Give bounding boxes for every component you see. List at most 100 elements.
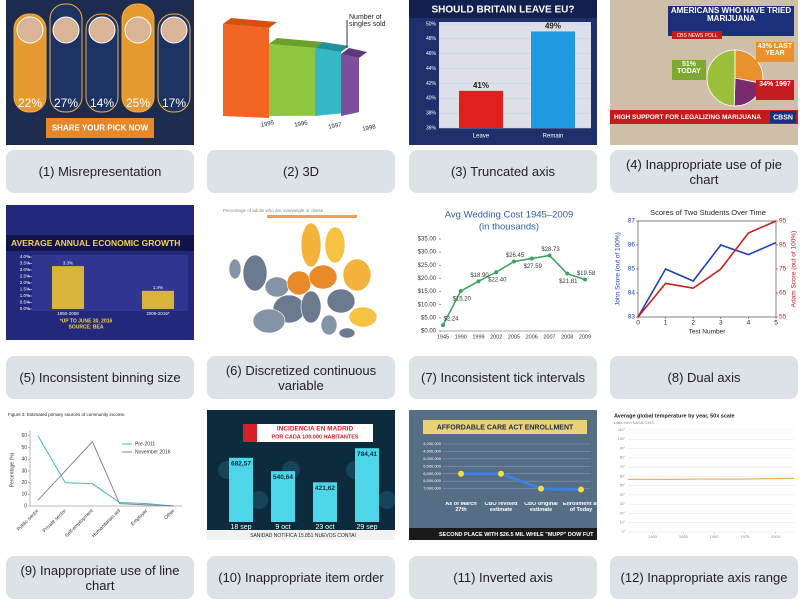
y-tick-label: 3.5% — [20, 261, 30, 266]
y-tick-label: 84 — [628, 290, 636, 297]
caption: (6) Discretized continuous variable — [207, 356, 395, 399]
x-tick-label: Enrollment as of Today — [562, 502, 597, 513]
y2-axis-label: Adam Score (out of 100%) — [791, 231, 798, 308]
y-tick-label: 95 — [779, 218, 787, 225]
percent-label: 17% — [162, 96, 186, 110]
country-region — [324, 226, 346, 264]
x-tick-label-box: CBO original estimate — [524, 502, 558, 513]
thumbnail: AMERICANS WHO HAVE TRIED MARIJUANA CBS NE… — [610, 0, 798, 145]
x-tick-label: 2006 — [526, 334, 538, 340]
y-tick-label: 2.0% — [20, 280, 30, 285]
caption: (3) Truncated axis — [409, 150, 597, 193]
thumbnail: Figure 3. Estimated primary sources of c… — [6, 410, 194, 540]
value-label: 3.3% — [63, 260, 73, 265]
chart-title: AMERICANS WHO HAVE TRIED MARIJUANA — [670, 7, 792, 24]
bar — [313, 482, 337, 522]
x-tick-label: 1998 — [362, 124, 377, 133]
y-axis-label: John Score (out of 100%) — [615, 232, 622, 306]
x-tick-label: 2 — [691, 320, 695, 327]
x-tick-label: 4 — [747, 320, 751, 327]
x-tick-label: 2009-2016* — [146, 311, 170, 316]
value-label: $27.59 — [524, 264, 543, 270]
series-line — [637, 241, 777, 318]
header — [6, 235, 194, 251]
country-region — [242, 254, 268, 292]
y-tick-label: 90° — [620, 446, 626, 450]
chart-title: Scores of Two Students Over Time — [650, 208, 766, 217]
point — [547, 253, 552, 258]
logo-box — [770, 111, 796, 123]
y-tick-label: 65 — [779, 290, 787, 297]
point — [476, 279, 481, 284]
legend-label: Pre-2011 — [135, 441, 155, 447]
bar — [355, 448, 379, 522]
value-label: $21.81 — [559, 279, 578, 285]
y-tick-label: 86 — [628, 242, 636, 249]
y-tick-label: $5.00 — [421, 315, 437, 321]
chart-title: INCIDENCIA EN MADRID — [277, 426, 354, 433]
y-tick-label: 5,000,000 — [423, 456, 442, 461]
footnote: SOURCE: BEA — [68, 324, 103, 330]
background — [610, 205, 798, 340]
bar-3d-front — [223, 24, 269, 118]
background — [6, 410, 194, 540]
pie-label-box — [672, 60, 706, 80]
caption: (1) Misrepresentation — [6, 150, 194, 193]
footnote: *UP TO JUNE 30, 2016 — [60, 318, 113, 324]
country-region — [348, 306, 378, 328]
point — [565, 271, 570, 276]
x-tick-label: 2007 — [543, 334, 555, 340]
thumbnail: Average global temperature by year, 50x … — [610, 410, 798, 540]
virus-decoration — [250, 491, 268, 509]
thumbnail: Scores of Two Students Over Time 83 84 85 86… — [610, 205, 798, 340]
y-tick-label: 50 — [21, 445, 27, 451]
bar-3d-top — [341, 48, 367, 58]
x-tick-label: 1 — [664, 320, 668, 327]
y-tick-label: 0.5% — [20, 300, 30, 305]
background — [610, 410, 798, 540]
bar-3d-front — [269, 44, 315, 116]
x-tick-label: CBO original estimate — [524, 502, 558, 513]
pie-label-box: 51% TODAY — [677, 61, 701, 75]
y-tick-label: $10.00 — [418, 302, 437, 308]
x-tick-label: 1900 — [648, 534, 658, 539]
thumbnail: SHOULD BRITAIN LEAVE EU? 36% 38% 40% 42% 44% 4… — [409, 0, 597, 145]
logo: CBSN — [773, 114, 793, 121]
x-tick-label: 2008 — [561, 334, 573, 340]
x-tick-label: As of March 27th — [445, 502, 477, 513]
portrait — [16, 16, 44, 44]
caption: (2) 3D — [207, 150, 395, 193]
ticker-bar — [207, 530, 395, 540]
title-bar — [409, 0, 597, 18]
header — [243, 424, 373, 442]
y-tick-label: 46% — [426, 51, 437, 57]
caption: (5) Inconsistent binning size — [6, 356, 194, 399]
bar-3d-top — [269, 38, 323, 48]
y-tick-label: 4,500,000 — [423, 448, 442, 453]
x-tick-label: 1925 — [679, 534, 689, 539]
y-tick-label: 10 — [21, 492, 27, 498]
header — [423, 420, 587, 434]
x-tick-label: 9 oct — [275, 524, 290, 531]
point — [458, 470, 464, 477]
point — [529, 256, 534, 261]
y-axis-label: Percentage (%) — [9, 452, 15, 487]
y-tick-label: 40° — [620, 493, 626, 497]
country-region — [252, 308, 286, 334]
banner — [610, 110, 798, 124]
x-tick-label: Remain — [543, 134, 564, 140]
y-tick-label: 4.0% — [20, 254, 30, 259]
series-line — [627, 477, 795, 480]
x-tick-label: CBO revised estimate — [484, 502, 518, 513]
share-button-label: SHARE YOUR PICK NOW — [52, 124, 149, 133]
value-label: 49% — [545, 22, 561, 31]
y-tick-label: 3.0% — [20, 267, 30, 272]
point — [441, 323, 445, 328]
thumbnail: Number of singles sold 1995 1996 1997 1998 — [207, 0, 395, 145]
y-tick-label: $0.00 — [421, 329, 437, 335]
country-region — [300, 222, 322, 268]
source: CBS NEWS POLL — [677, 33, 718, 39]
x-tick-label: 1997 — [328, 122, 343, 131]
